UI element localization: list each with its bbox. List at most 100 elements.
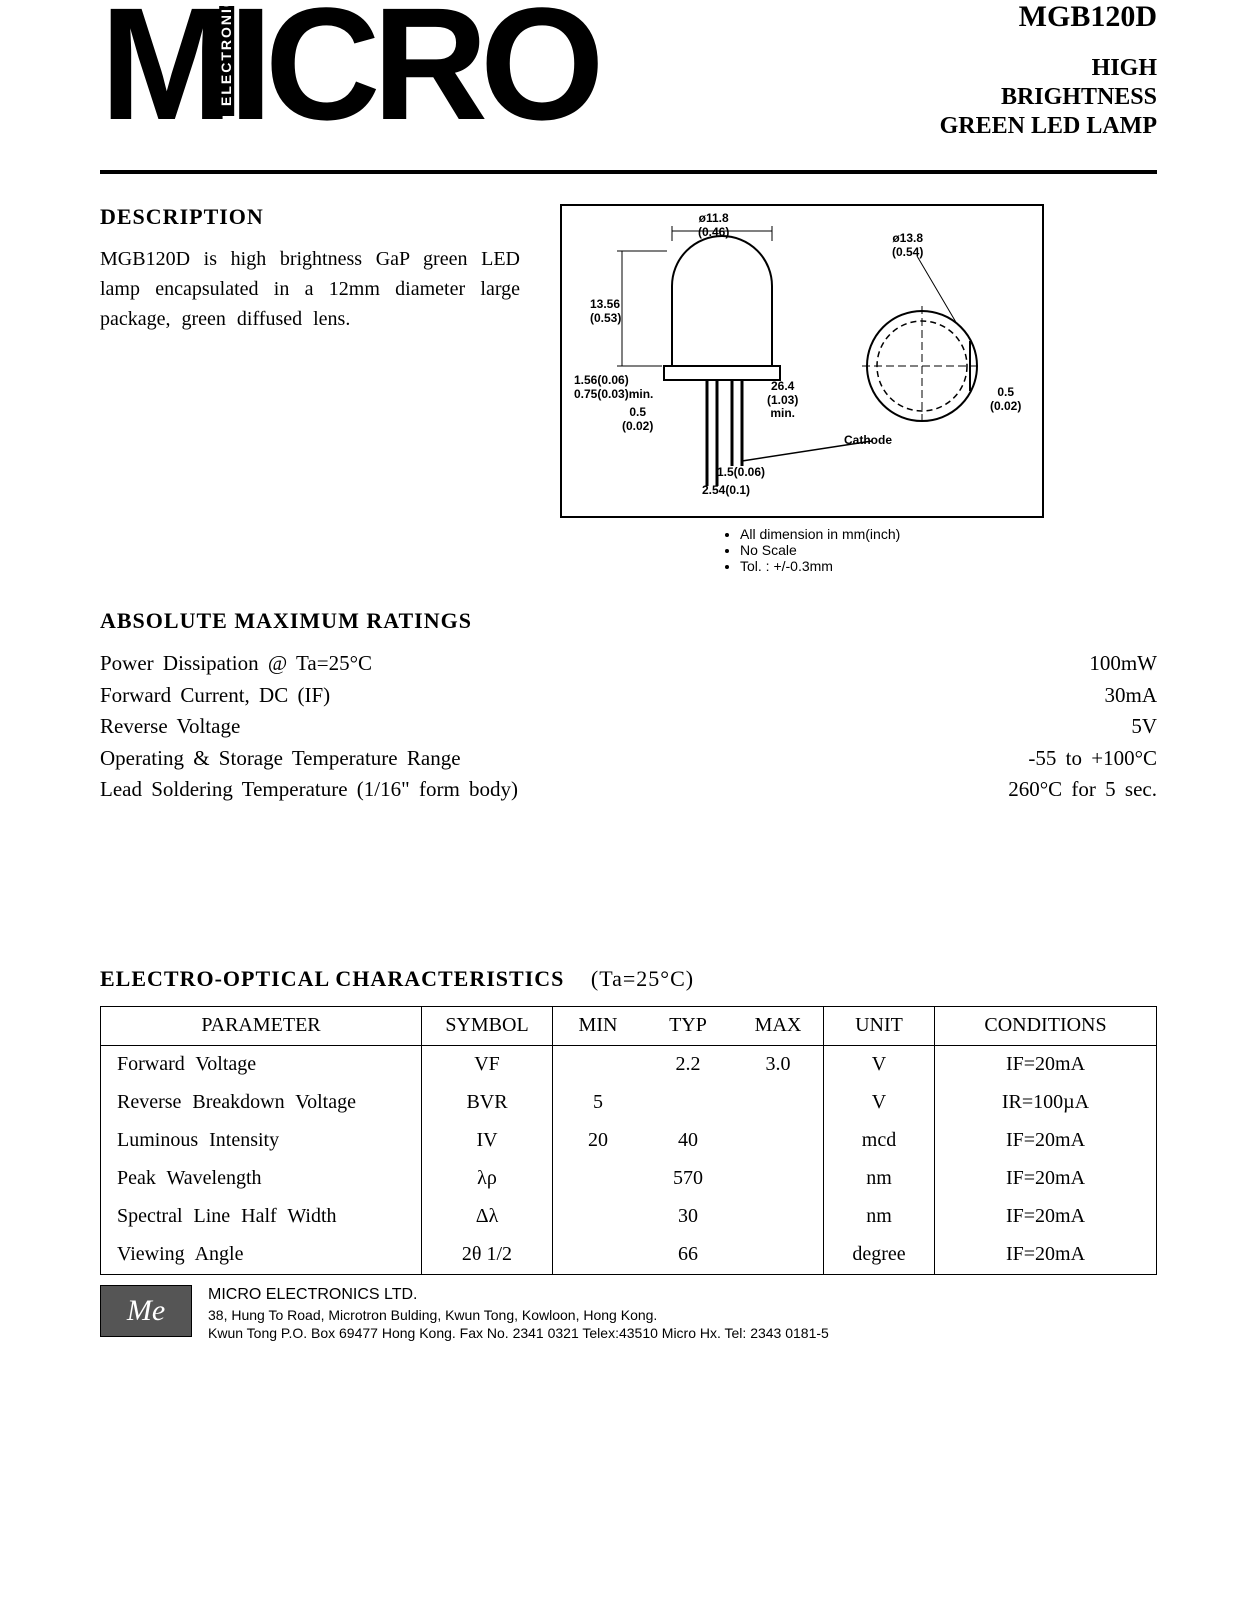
cell-unit: V	[824, 1045, 935, 1084]
cell-cond: IF=20mA	[935, 1122, 1157, 1160]
dim-edge: 0.5(0.02)	[990, 386, 1021, 412]
rating-row: Lead Soldering Temperature (1/16" form b…	[100, 774, 1157, 806]
dim-lead-short: 1.5(0.06)	[717, 466, 765, 479]
product-type-line1: HIGH	[940, 54, 1157, 83]
drawing-note: All dimension in mm(inch)	[740, 526, 1157, 542]
rating-row: Forward Current, DC (IF)30mA	[100, 680, 1157, 712]
cell-cond: IF=20mA	[935, 1198, 1157, 1236]
drawing-block: ø11.8(0.46) ø13.8(0.54) 13.56(0.53) 1.56…	[560, 204, 1157, 588]
datasheet-page: M ELECTRONICS ICRO MGB120D HIGH BRIGHTNE…	[0, 0, 1237, 1382]
cell-typ: 66	[643, 1236, 733, 1275]
col-max: MAX	[733, 1006, 824, 1045]
cell-unit: V	[824, 1084, 935, 1122]
table-header-row: PARAMETER SYMBOL MIN TYP MAX UNIT CONDIT…	[101, 1006, 1157, 1045]
cell-min	[553, 1236, 644, 1275]
ratings-title: ABSOLUTE MAXIMUM RATINGS	[100, 608, 1157, 634]
logo-vertical-text: ELECTRONICS	[219, 6, 234, 116]
cell-min: 20	[553, 1122, 644, 1160]
logo-letters-icro: ICRO	[228, 0, 596, 128]
header: M ELECTRONICS ICRO MGB120D HIGH BRIGHTNE…	[100, 0, 1157, 140]
drawing-note: Tol. : +/-0.3mm	[740, 558, 1157, 574]
description-text: MGB120D is high brightness GaP green LED…	[100, 244, 520, 334]
drawing-notes: All dimension in mm(inch) No Scale Tol. …	[680, 526, 1157, 574]
cathode-label: Cathode	[844, 434, 892, 447]
cell-min	[553, 1198, 644, 1236]
characteristics-title: ELECTRO-OPTICAL CHARACTERISTICS (Ta=25°C…	[100, 966, 1157, 992]
rating-row: Power Dissipation @ Ta=25°C 100mW	[100, 648, 1157, 680]
col-parameter: PARAMETER	[101, 1006, 422, 1045]
description-row: DESCRIPTION MGB120D is high brightness G…	[100, 204, 1157, 588]
rating-row: Reverse Voltage 5V	[100, 711, 1157, 743]
dim-body-height: 13.56(0.53)	[590, 298, 621, 324]
cell-max	[733, 1122, 824, 1160]
drawing-svg	[562, 206, 1042, 516]
cell-param: Peak Wavelength	[101, 1160, 422, 1198]
rating-value: 5V	[1131, 711, 1157, 743]
product-type-line2: BRIGHTNESS	[940, 83, 1157, 112]
footer-address1: 38, Hung To Road, Microtron Bulding, Kwu…	[208, 1306, 829, 1324]
cell-max	[733, 1198, 824, 1236]
cell-min: 5	[553, 1084, 644, 1122]
cell-unit: degree	[824, 1236, 935, 1275]
cell-max	[733, 1236, 824, 1275]
table-row: Reverse Breakdown VoltageBVR5 VIR=100µA	[101, 1084, 1157, 1122]
table-row: Viewing Angle2θ 1/266degreeIF=20mA	[101, 1236, 1157, 1275]
footer-address2: Kwun Tong P.O. Box 69477 Hong Kong. Fax …	[208, 1324, 829, 1342]
cell-cond: IF=20mA	[935, 1045, 1157, 1084]
rating-label: Operating & Storage Temperature Range	[100, 743, 461, 775]
dim-lead-width: 0.5(0.02)	[622, 406, 653, 432]
company-logo: M ELECTRONICS ICRO	[100, 0, 596, 128]
table-row: Forward VoltageVF2.23.0VIF=20mA	[101, 1045, 1157, 1084]
cell-unit: mcd	[824, 1122, 935, 1160]
characteristics-table: PARAMETER SYMBOL MIN TYP MAX UNIT CONDIT…	[100, 1006, 1157, 1275]
table-row: Peak Wavelengthλρ570nmIF=20mA	[101, 1160, 1157, 1198]
dim-outer-dia: ø13.8(0.54)	[892, 232, 923, 258]
footer-company: MICRO ELECTRONICS LTD.	[208, 1285, 829, 1306]
dim-lead-length: 26.4(1.03)min.	[767, 380, 798, 420]
characteristics-body: Forward VoltageVF2.23.0VIF=20mA Reverse …	[101, 1045, 1157, 1274]
col-typ: TYP	[643, 1006, 733, 1045]
cell-symbol: VF	[422, 1045, 553, 1084]
cell-symbol: BVR	[422, 1084, 553, 1122]
ratings-block: ABSOLUTE MAXIMUM RATINGS Power Dissipati…	[100, 608, 1157, 806]
cell-max	[733, 1084, 824, 1122]
product-type: HIGH BRIGHTNESS GREEN LED LAMP	[940, 54, 1157, 140]
cell-unit: nm	[824, 1160, 935, 1198]
dim-pitch: 2.54(0.1)	[702, 484, 750, 497]
cell-typ: 40	[643, 1122, 733, 1160]
header-divider	[100, 170, 1157, 174]
drawing-note: No Scale	[740, 542, 1157, 558]
logo-letter-m: M	[100, 0, 225, 128]
cell-typ: 570	[643, 1160, 733, 1198]
characteristics-title-text: ELECTRO-OPTICAL CHARACTERISTICS	[100, 966, 564, 991]
col-min: MIN	[553, 1006, 644, 1045]
rating-value: 260°C for 5 sec.	[1008, 774, 1157, 806]
footer-text: MICRO ELECTRONICS LTD. 38, Hung To Road,…	[208, 1285, 829, 1342]
cell-cond: IF=20mA	[935, 1236, 1157, 1275]
table-row: Luminous IntensityIV2040 mcdIF=20mA	[101, 1122, 1157, 1160]
cell-param: Spectral Line Half Width	[101, 1198, 422, 1236]
cell-param: Forward Voltage	[101, 1045, 422, 1084]
header-right: MGB120D HIGH BRIGHTNESS GREEN LED LAMP	[940, 0, 1157, 140]
table-row: Spectral Line Half WidthΔλ30nmIF=20mA	[101, 1198, 1157, 1236]
rating-value: -55 to +100°C	[1028, 743, 1157, 775]
cell-min	[553, 1045, 644, 1084]
rating-value: 100mW	[1089, 648, 1157, 680]
cell-param: Viewing Angle	[101, 1236, 422, 1275]
col-conditions: CONDITIONS	[935, 1006, 1157, 1045]
cell-param: Luminous Intensity	[101, 1122, 422, 1160]
cell-cond: IR=100µA	[935, 1084, 1157, 1122]
cell-symbol: IV	[422, 1122, 553, 1160]
cell-unit: nm	[824, 1198, 935, 1236]
characteristics-condition: (Ta=25°C)	[591, 966, 694, 991]
rating-label: Reverse Voltage	[100, 711, 240, 743]
cell-symbol: Δλ	[422, 1198, 553, 1236]
rating-label: Forward Current, DC (IF)	[100, 680, 330, 712]
description-title: DESCRIPTION	[100, 204, 520, 230]
col-symbol: SYMBOL	[422, 1006, 553, 1045]
rating-row: Operating & Storage Temperature Range -55…	[100, 743, 1157, 775]
cell-min	[553, 1160, 644, 1198]
rating-label: Power Dissipation @ Ta=25°C	[100, 648, 372, 680]
cell-param: Reverse Breakdown Voltage	[101, 1084, 422, 1122]
cell-max: 3.0	[733, 1045, 824, 1084]
